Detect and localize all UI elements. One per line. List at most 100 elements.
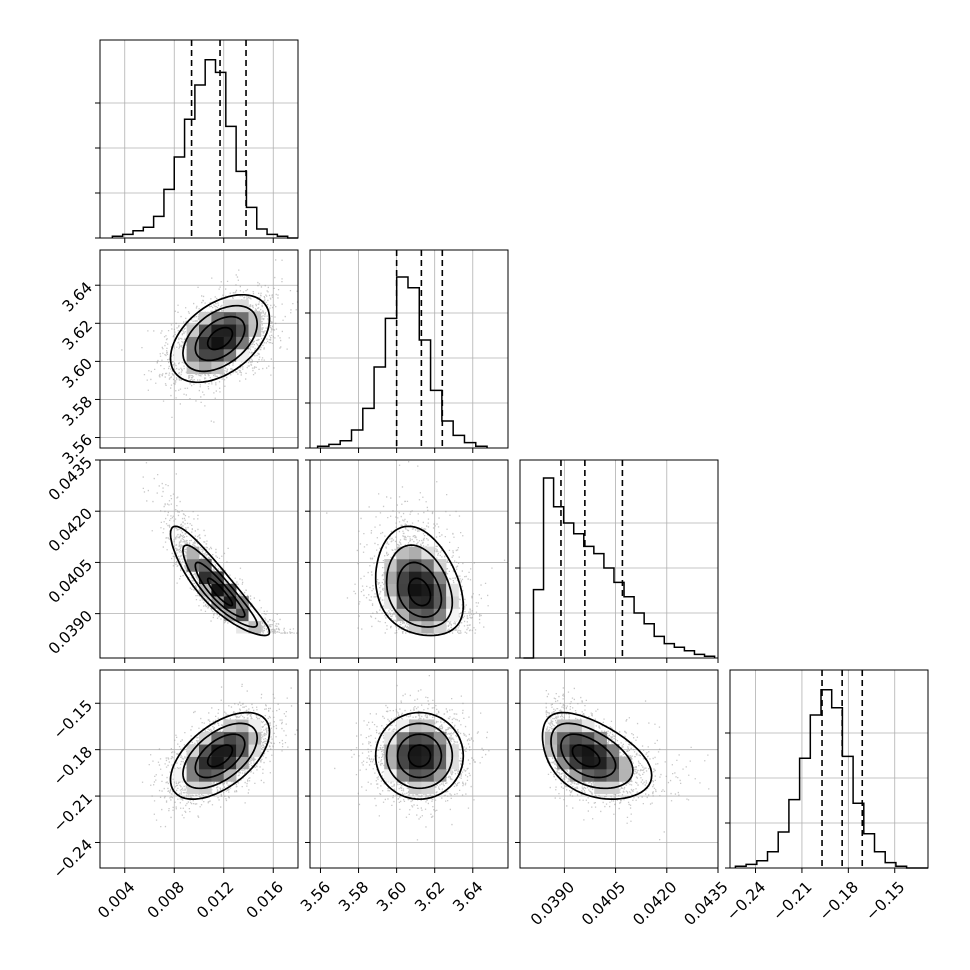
contour-line [560,733,617,779]
contour-line [396,561,443,618]
density-cell [223,336,237,350]
density-cell [433,608,447,622]
histogram-panel [515,459,719,663]
density-cell [569,719,583,733]
density-cell [594,744,607,757]
density-cell [236,608,249,622]
density-cell [446,756,459,770]
density-cell [433,596,447,609]
y-tick-label: −0.15 [50,697,96,743]
panel-frame [519,459,719,659]
histogram-step [734,689,928,869]
contour-line [169,711,271,800]
y-tick-label: 3.60 [59,355,96,392]
contour-line [194,315,246,362]
contour-line [550,722,634,790]
density-cell [594,756,607,770]
density-cell [236,744,249,757]
histogram-step [523,477,716,659]
y-tick-label: 3.64 [59,279,96,316]
y-tick-label: 0.0405 [45,556,96,607]
panel-frame [309,459,509,659]
panel-frame [99,669,299,869]
density-cell [384,769,397,782]
contour-line [194,561,246,618]
contour-line [407,744,432,768]
contour-line [206,326,234,351]
contour-line [571,744,601,768]
histogram-step [316,276,488,448]
contour-line [194,733,246,779]
density-cell [248,731,262,745]
density-cell [186,769,200,782]
density-cell [421,559,435,572]
density-cell [236,324,249,337]
density-cell [446,583,459,597]
density-cell [186,361,200,375]
density-cell [384,559,397,572]
density-cell [223,596,237,609]
density-cell [409,546,422,560]
x-tick-label: −0.18 [816,878,862,924]
contour-line [182,304,259,373]
density-cell [396,583,410,597]
contour-line [182,722,259,790]
density-cell [619,756,632,770]
density-cell [619,769,632,782]
density-cell [544,744,558,757]
x-tick-label: 3.64 [449,878,486,915]
density-panel: 0.004 0.008 0.012 0.016 −0.24−0.21−0.18−0.15 [50,669,299,922]
x-tick-label: 0.008 [144,878,188,922]
density-cell [174,349,187,362]
histogram-panel [95,39,299,243]
density-cell [199,756,212,770]
y-tick-label: −0.21 [50,789,96,835]
x-tick-label: 0.0420 [629,878,680,929]
density-cell [594,769,607,782]
density-cell [433,620,447,634]
density-cell [421,608,435,622]
density-cell [396,608,410,622]
density-cell [446,608,459,622]
panel-frame [309,669,509,869]
contour-line [374,525,465,637]
x-tick-label: 0.012 [193,878,237,922]
x-tick-label: 0.004 [94,878,138,922]
y-tick-label: 0.0390 [45,607,96,658]
panel-frame [99,39,299,239]
histogram-panel: −0.24 −0.21 −0.18 −0.15 [723,669,929,924]
density-cell [199,769,212,782]
density-cell [569,756,583,770]
histogram-step [111,59,298,239]
density-cell [396,596,410,609]
density-cell [223,744,237,757]
x-tick-label: 3.60 [373,878,410,915]
density-cell [433,731,447,745]
density-cell [421,719,435,733]
density-cell [248,719,262,733]
contour-line [206,577,234,607]
density-cell [409,769,422,782]
y-tick-label: 3.58 [59,393,96,430]
density-cell [236,719,249,733]
x-tick-label: 3.62 [411,878,448,915]
panel-frame [729,669,929,869]
density-cell [396,731,410,745]
x-tick-label: −0.24 [723,878,769,924]
density-panel [305,459,509,663]
density-cell [211,744,225,757]
density-cell [223,324,237,337]
density-cell [409,719,422,733]
density-cell [174,769,187,782]
density-cell [223,719,237,733]
density-cell [211,361,225,375]
y-tick-label: −0.24 [50,836,96,882]
histogram-panel [305,249,509,453]
density-cell [248,311,262,325]
scatter-points [141,683,298,828]
contour-line [169,525,271,637]
x-tick-label: 3.58 [335,878,372,915]
